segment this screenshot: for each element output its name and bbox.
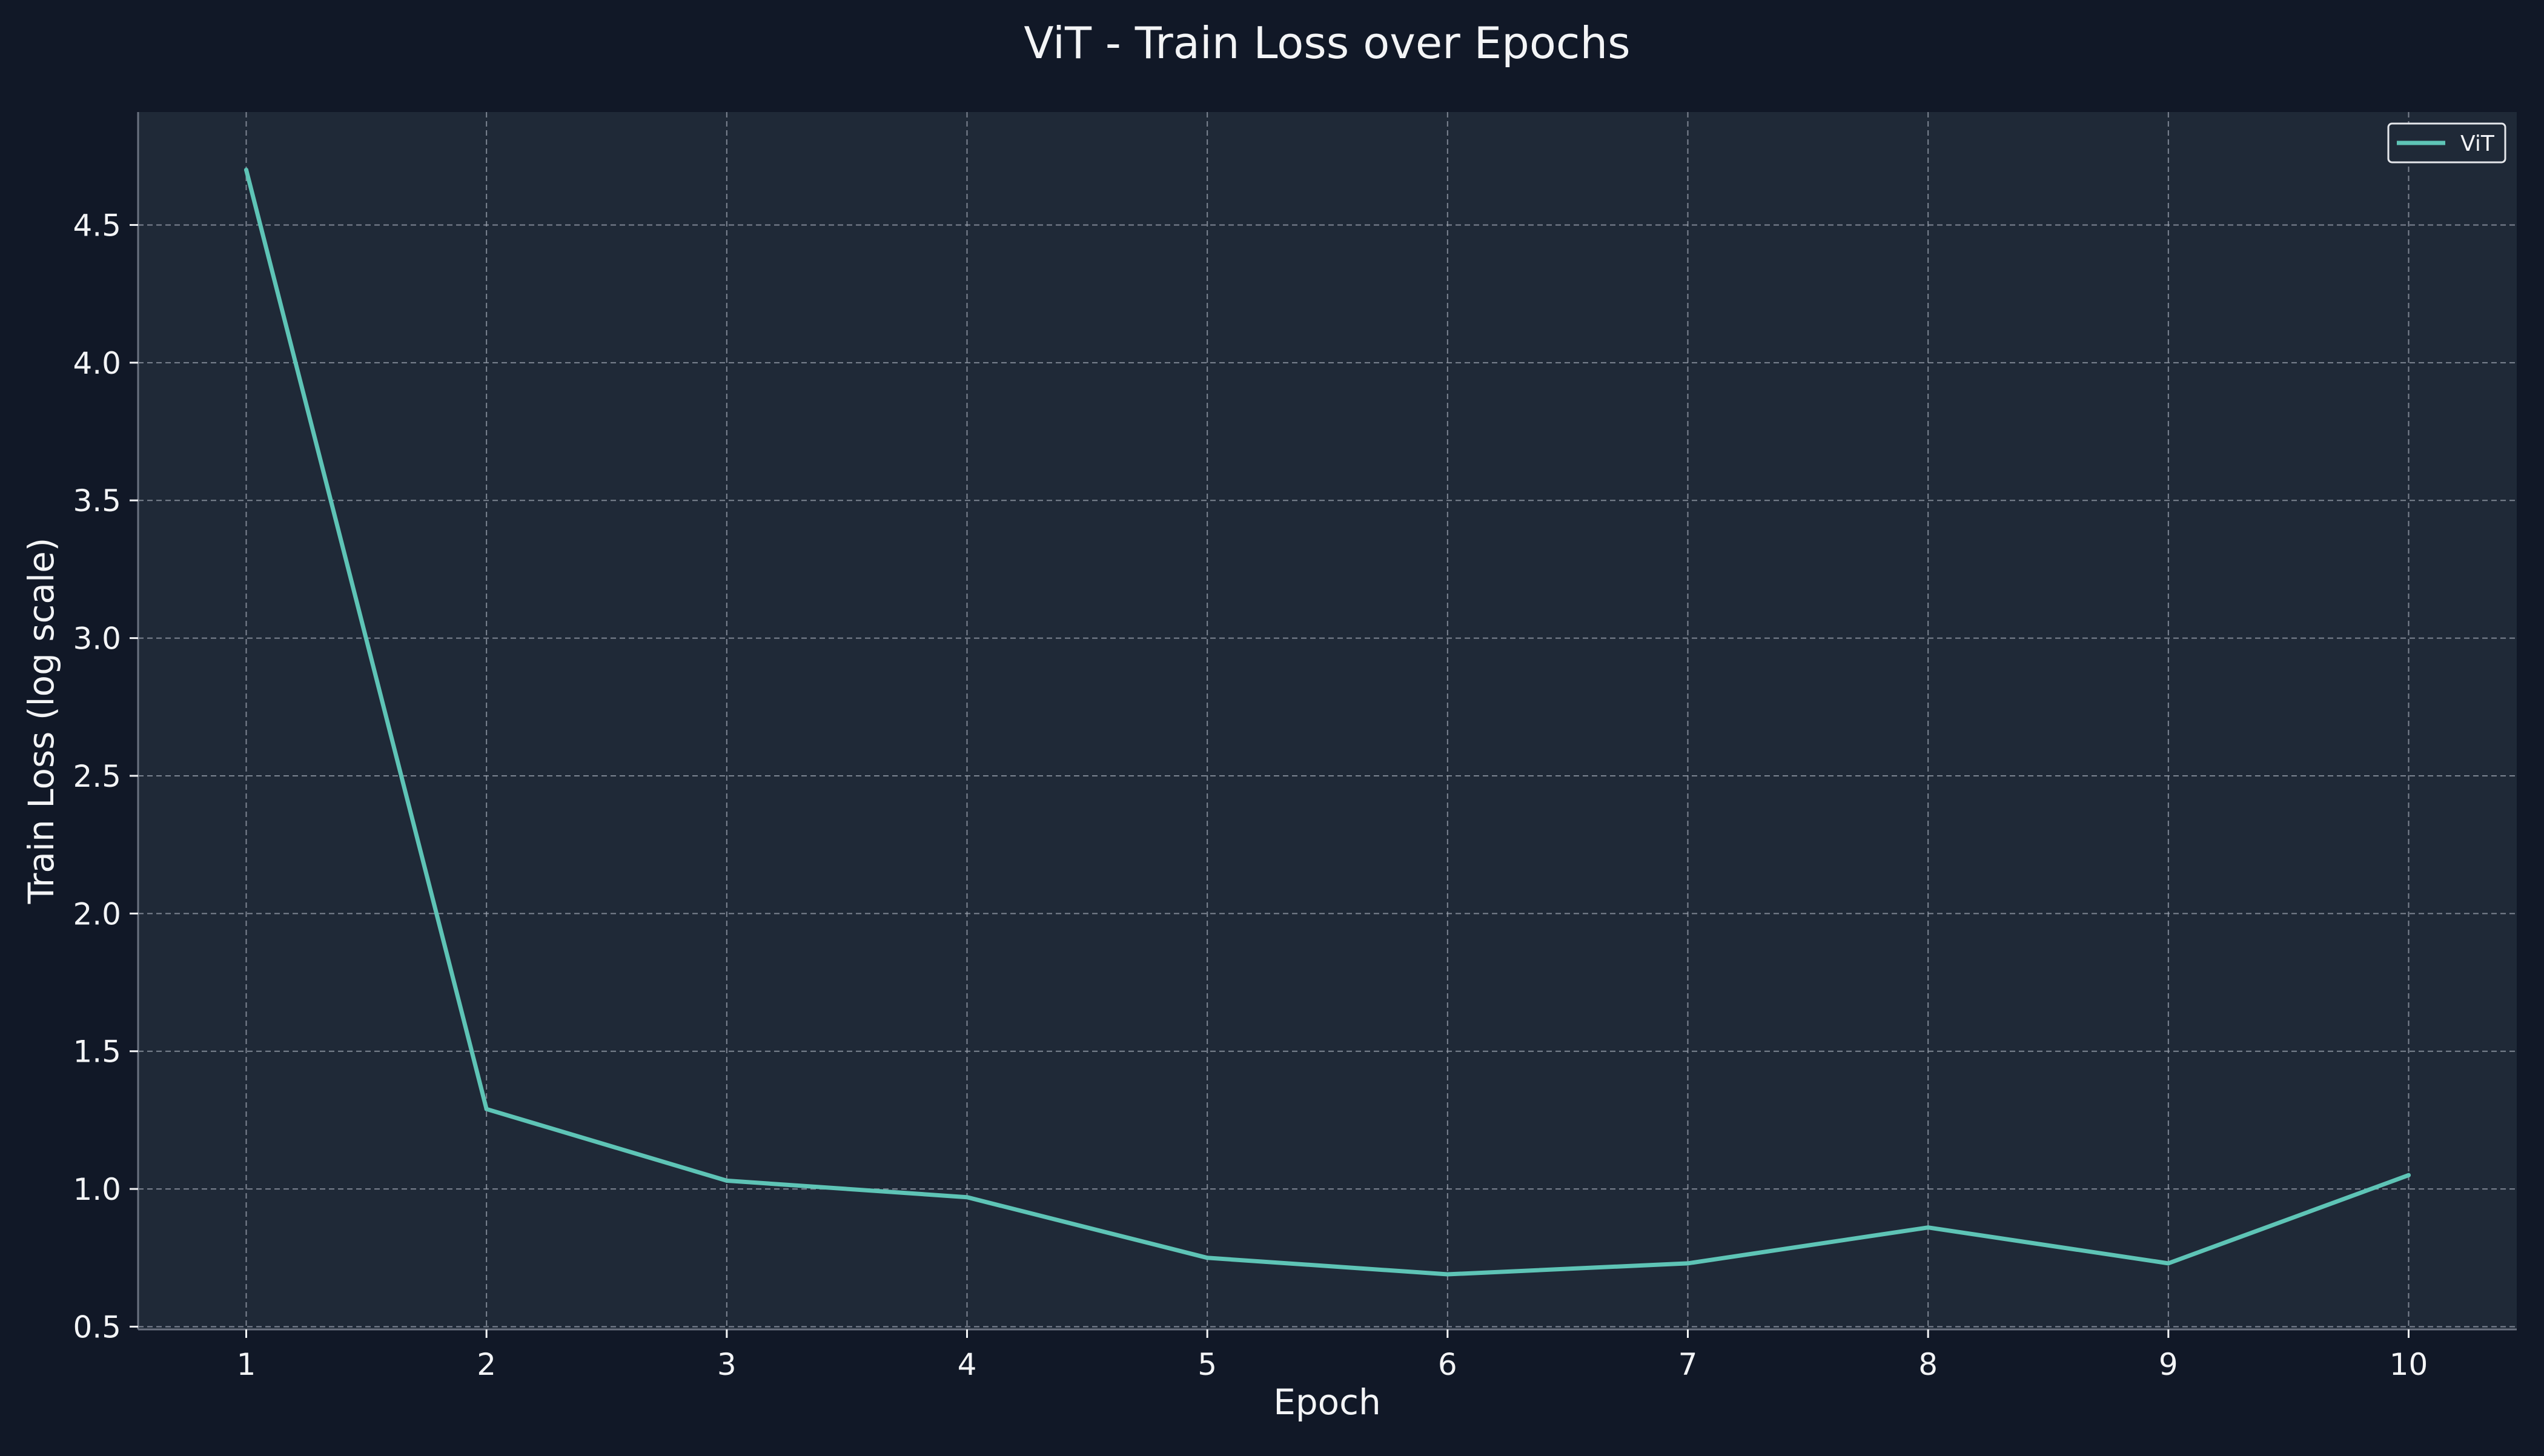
data-point <box>724 1178 729 1183</box>
x-tick-label: 5 <box>1197 1347 1217 1382</box>
legend: ViT <box>2387 122 2506 164</box>
data-point <box>1205 1256 1210 1260</box>
x-tick-label: 7 <box>1678 1347 1698 1382</box>
y-tick-label: 3.5 <box>73 483 121 518</box>
x-tick-label: 3 <box>717 1347 737 1382</box>
data-point <box>244 167 248 172</box>
chart-title: ViT - Train Loss over Epochs <box>1024 18 1630 68</box>
data-point <box>484 1107 489 1111</box>
y-tick-label: 4.0 <box>73 346 121 381</box>
y-axis-ticks: 0.5 1.0 1.5 2.0 2.5 3.0 3.5 4.0 4.5 <box>73 208 138 1345</box>
data-point <box>2166 1261 2171 1266</box>
x-tick-label: 4 <box>958 1347 977 1382</box>
y-tick-label: 1.5 <box>73 1034 121 1070</box>
x-tick-label: 6 <box>1438 1347 1457 1382</box>
y-tick-label: 2.0 <box>73 896 121 932</box>
data-point <box>1445 1272 1450 1277</box>
x-tick-label: 10 <box>2390 1347 2428 1382</box>
series-layer <box>244 167 2411 1277</box>
y-tick-label: 3.0 <box>73 621 121 657</box>
legend-label: ViT <box>2460 131 2495 156</box>
grid <box>138 112 2517 1329</box>
x-tick-label: 9 <box>2159 1347 2178 1382</box>
data-point <box>1686 1261 1690 1266</box>
plot-area <box>138 112 2517 1329</box>
legend-box <box>2387 122 2506 164</box>
y-axis-label: Train Loss (log scale) <box>21 538 62 905</box>
y-tick-label: 1.0 <box>73 1172 121 1207</box>
x-tick-label: 2 <box>477 1347 496 1382</box>
series-line-vit <box>244 168 2411 1277</box>
data-point <box>965 1195 969 1200</box>
data-point <box>2407 1173 2411 1177</box>
y-tick-label: 4.5 <box>73 208 121 243</box>
x-tick-label: 8 <box>1918 1347 1938 1382</box>
x-tick-label: 1 <box>237 1347 256 1382</box>
x-axis-ticks: 1 2 3 4 5 6 7 8 9 10 <box>237 1329 2428 1382</box>
x-axis-label: Epoch <box>1273 1382 1381 1423</box>
data-point <box>1926 1225 1930 1230</box>
y-tick-label: 0.5 <box>73 1309 121 1345</box>
y-tick-label: 2.5 <box>73 759 121 794</box>
